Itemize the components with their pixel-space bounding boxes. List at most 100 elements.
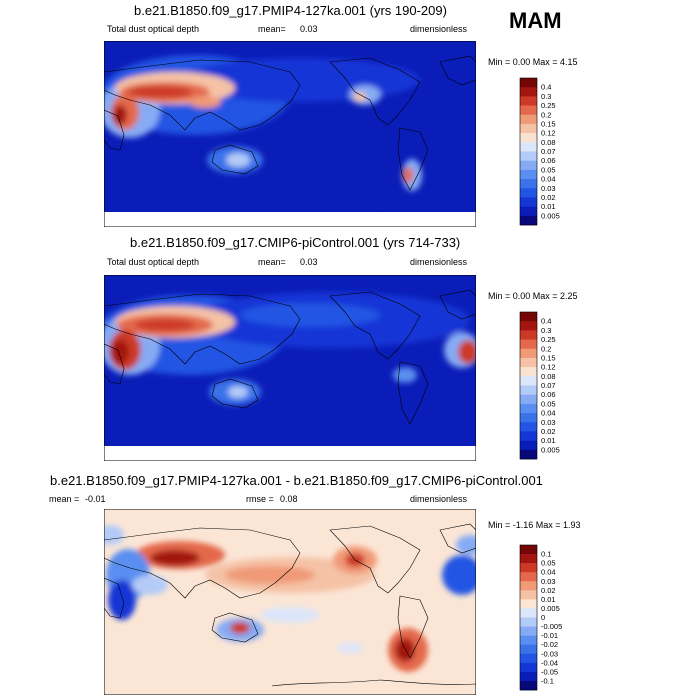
colorbar-3-tick-label: -0.01 <box>541 631 558 640</box>
colorbar-1-tick-label: 0.4 <box>541 83 551 92</box>
colorbar-2-box <box>520 348 537 359</box>
panel3-rmse-value: 0.08 <box>280 494 298 504</box>
colorbar-3-tick-label: 0 <box>541 613 545 622</box>
colorbar-3-box <box>520 671 537 682</box>
colorbar-3-tick-label: -0.05 <box>541 667 558 676</box>
colorbar-1-tick-label: 0.005 <box>541 211 560 220</box>
colorbar-1-box <box>520 179 537 189</box>
colorbar-3-box <box>520 635 537 645</box>
colorbar-2-tick-label: 0.04 <box>541 409 556 418</box>
panel2-mean-value: 0.03 <box>300 257 318 267</box>
panel1-variable-label: Total dust optical depth <box>107 24 200 34</box>
colorbar-2-tick-label: 0.07 <box>541 381 556 390</box>
colorbar-2-tick-label: 0.2 <box>541 344 551 353</box>
map-panel-3 <box>104 509 476 695</box>
panel3-mean-label: mean = <box>49 494 80 504</box>
colorbar-1-box <box>520 197 537 207</box>
colorbar-1-tick-label: 0.05 <box>541 165 556 174</box>
panel3-mean-value: -0.01 <box>85 494 106 504</box>
colorbars: 0.40.30.250.20.150.120.080.070.060.050.0… <box>519 77 562 691</box>
colorbar-1-box <box>520 105 537 116</box>
colorbar-3-tick-label: -0.03 <box>541 649 558 658</box>
colorbar-3-box <box>520 662 537 673</box>
colorbar-2-tick-label: 0.08 <box>541 372 556 381</box>
colorbar-2-box <box>520 431 537 441</box>
colorbar-1-tick-label: 0.15 <box>541 119 556 128</box>
panel2-variable-label: Total dust optical depth <box>107 257 200 267</box>
colorbar-2: 0.40.30.250.20.150.120.080.070.060.050.0… <box>519 311 560 460</box>
panel1-mean-value: 0.03 <box>300 24 318 34</box>
colorbar-1-tick-label: 0.25 <box>541 101 556 110</box>
colorbar-2-box <box>520 413 537 423</box>
colorbar-1-box <box>520 96 537 106</box>
colorbar-2-box <box>520 422 537 432</box>
panel1-mean-label: mean= <box>258 24 286 34</box>
panel1-units: dimensionless <box>410 24 468 34</box>
colorbar-3-box <box>520 617 537 627</box>
colorbar-2-tick-label: 0.05 <box>541 399 556 408</box>
panel2-mean-label: mean= <box>258 257 286 267</box>
season-label: MAM <box>509 8 562 33</box>
panel3-title: b.e21.B1850.f09_g17.PMIP4-127ka.001 - b.… <box>50 473 543 488</box>
colorbar-3-frame <box>519 544 538 691</box>
colorbar-1-box <box>520 142 537 152</box>
colorbar-1-tick-label: 0.2 <box>541 110 551 119</box>
colorbar-3-box <box>520 599 537 609</box>
map2-missing-band <box>104 446 476 461</box>
map2-coastlines <box>104 289 476 425</box>
colorbar-2-tick-label: 0.3 <box>541 326 551 335</box>
colorbar-2-box <box>520 321 537 331</box>
colorbar-1-box <box>520 78 537 88</box>
colorbar-1-box <box>520 206 537 217</box>
colorbar-2-box <box>520 394 537 405</box>
colorbar-2-box <box>520 440 537 451</box>
colorbar-3-tick-label: 0.05 <box>541 559 556 568</box>
colorbar-1-tick-label: 0.02 <box>541 193 556 202</box>
colorbar-1-tick-label: 0.08 <box>541 138 556 147</box>
colorbar-2-tick-label: 0.02 <box>541 427 556 436</box>
colorbar-1-tick-label: 0.01 <box>541 202 556 211</box>
colorbar-2-box <box>520 367 537 377</box>
panel3-minmax: Min = -1.16 Max = 1.93 <box>488 520 581 530</box>
colorbar-1-box <box>520 160 537 171</box>
colorbar-2-tick-label: 0.12 <box>541 363 556 372</box>
panel2-title: b.e21.B1850.f09_g17.CMIP6-piControl.001 … <box>130 235 461 250</box>
colorbar-1-box <box>520 169 537 180</box>
panel2-units: dimensionless <box>410 257 468 267</box>
colorbar-3-tick-label: 0.01 <box>541 595 556 604</box>
colorbar-1-box <box>520 151 537 161</box>
colorbar-3-box <box>520 680 537 691</box>
colorbar-1-tick-label: 0.07 <box>541 147 556 156</box>
colorbar-1-tick-label: 0.04 <box>541 175 556 184</box>
colorbar-1-frame <box>519 77 538 226</box>
colorbar-3-box <box>520 644 537 655</box>
colorbar-1-box <box>520 114 537 125</box>
colorbar-3-tick-label: -0.02 <box>541 640 558 649</box>
colorbar-1-tick-label: 0.06 <box>541 156 556 165</box>
colorbar-2-tick-label: 0.25 <box>541 335 556 344</box>
colorbar-2-tick-label: 0.01 <box>541 436 556 445</box>
colorbar-2-box <box>520 312 537 322</box>
colorbar-3-box <box>520 554 537 564</box>
colorbar-3-tick-label: 0.03 <box>541 577 556 586</box>
colorbar-1: 0.40.30.250.20.150.120.080.070.060.050.0… <box>519 77 560 226</box>
colorbar-2-tick-label: 0.005 <box>541 445 560 454</box>
colorbar-1-box <box>520 133 537 143</box>
colorbar-3-tick-label: -0.04 <box>541 658 558 667</box>
colorbar-3-box <box>520 608 537 618</box>
colorbar-2-box <box>520 339 537 350</box>
colorbar-3-box <box>520 653 537 664</box>
colorbar-1-box <box>520 87 537 97</box>
colorbar-2-box <box>520 376 537 386</box>
colorbar-1-tick-label: 0.3 <box>541 92 551 101</box>
colorbar-3-box <box>520 545 537 555</box>
map-panel-1 <box>104 41 476 227</box>
map-panel-2 <box>104 275 476 461</box>
colorbar-3-tick-label: -0.005 <box>541 622 562 631</box>
map1-missing-band <box>104 212 476 227</box>
panel3-rmse-label: rmse = <box>246 494 274 504</box>
colorbar-3: 0.10.050.040.030.020.010.0050-0.005-0.01… <box>519 544 562 691</box>
panel1-minmax: Min = 0.00 Max = 4.15 <box>488 57 578 67</box>
colorbar-3-tick-label: 0.005 <box>541 604 560 613</box>
